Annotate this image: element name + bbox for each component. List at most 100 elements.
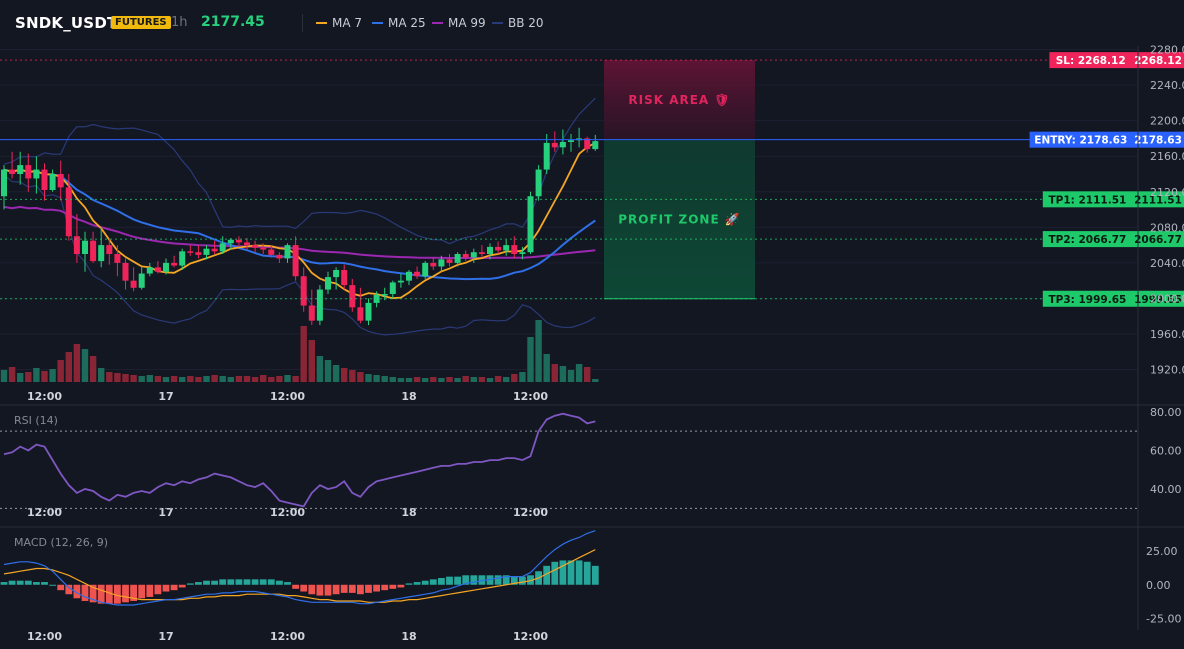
bb-upper-line: [3, 97, 596, 245]
volume-bar: [130, 375, 137, 382]
macd-time-label: 18: [401, 630, 416, 643]
candle-body: [584, 138, 591, 150]
candle-body: [25, 165, 32, 179]
ma7-line: [3, 142, 596, 300]
volume-bar: [592, 379, 599, 382]
macd-histogram-bar: [373, 584, 380, 592]
volume-bar: [575, 364, 583, 382]
trade-levels: SL: 2268.12 2268.12 ENTRY: 2178.63 2178.63 T…: [0, 52, 1184, 307]
macd-histogram-bar: [130, 584, 137, 601]
candle-body: [195, 252, 202, 255]
volume-bar: [551, 364, 558, 382]
macd-histogram-bar: [49, 584, 56, 586]
volume-bar: [170, 376, 178, 382]
candle-body: [284, 245, 291, 259]
rsi-time-label: 18: [401, 506, 416, 519]
volume-bar: [65, 352, 72, 382]
symbol-name[interactable]: SNDK_USDT: [15, 14, 118, 32]
volume-bar: [559, 366, 567, 382]
header-divider: [302, 14, 303, 32]
volume-bar: [235, 376, 243, 382]
candle-body: [308, 305, 315, 321]
price-tick-label: 1920.00: [1150, 364, 1184, 377]
candle-body: [130, 280, 137, 288]
candle-body: [349, 285, 356, 308]
macd-histogram-bar: [146, 584, 154, 597]
tp-price-tag-bg: [1132, 231, 1184, 248]
risk-zone: [604, 60, 755, 140]
volume-bar: [179, 377, 186, 382]
volume-bar: [438, 378, 445, 382]
macd-pane: MACD (12, 26, 9) 25.00 0.00 -25.00: [0, 530, 1181, 626]
tp-tag-label: TP3: 1999.65: [1048, 294, 1126, 306]
macd-histogram-bar: [219, 579, 227, 585]
macd-histogram-bar: [316, 584, 324, 596]
volume-bar: [413, 377, 421, 382]
candle-body: [592, 141, 599, 150]
volume-bar: [324, 360, 332, 382]
volume-bar: [462, 376, 469, 382]
volume-bar: [494, 376, 502, 382]
candle-body: [203, 248, 210, 255]
volume-bar: [332, 365, 340, 382]
volume-bar: [381, 376, 388, 382]
candle-body: [535, 169, 542, 197]
volume-bar: [430, 377, 437, 382]
macd-histogram-bar: [259, 579, 267, 585]
macd-histogram-bar: [381, 584, 389, 591]
volume-bar: [146, 375, 153, 382]
volume-bar: [292, 376, 299, 382]
macd-histogram-bar: [16, 580, 24, 585]
macd-histogram-bar: [567, 560, 575, 585]
candle-body: [414, 271, 421, 277]
macd-histogram-bar: [340, 584, 348, 593]
tp-tag-bg: [1042, 290, 1132, 307]
risk-zone-label: RISK AREA 🛡: [628, 93, 730, 107]
volume-bar: [187, 376, 194, 382]
price-tick-label: 2200.00: [1150, 115, 1184, 128]
moving-averages: [3, 142, 596, 300]
macd-histogram-bar: [583, 561, 591, 585]
price-time-label: 12:00: [513, 390, 548, 403]
timeframe-selector[interactable]: 1h: [171, 15, 188, 30]
candle-body: [211, 248, 218, 252]
legend-bb20-label: BB 20: [508, 16, 544, 30]
candle-body: [41, 169, 48, 190]
candle-body: [438, 259, 445, 267]
candle-body: [389, 282, 396, 294]
macd-histogram-bar: [365, 584, 372, 593]
macd-histogram-bar: [81, 584, 89, 601]
macd-histogram-bar: [429, 579, 437, 585]
macd-histogram-bar: [8, 580, 16, 585]
legend-ma99[interactable]: MA 99: [432, 16, 486, 30]
macd-histogram-bar: [470, 575, 478, 585]
macd-time-label: 17: [158, 630, 173, 643]
volume-bar: [138, 376, 145, 382]
candle-body: [179, 251, 186, 266]
ma25-swatch: [372, 21, 383, 24]
sl-tag-label: SL: 2268.12: [1056, 55, 1126, 67]
macd-histogram-bar: [308, 584, 316, 595]
volume-bar: [503, 377, 510, 382]
rsi-tick-label: 80.00: [1150, 406, 1182, 419]
volume-bar: [162, 377, 170, 382]
volume-bar: [49, 369, 56, 382]
candle-body: [292, 245, 299, 277]
volume-bar: [154, 376, 162, 382]
tp-price-tag-bg: [1132, 191, 1184, 208]
candle-body: [478, 252, 485, 254]
bollinger-bands: [3, 97, 596, 336]
legend-ma25[interactable]: MA 25: [372, 16, 426, 30]
price-time-label: 12:00: [270, 390, 305, 403]
futures-badge: FUTURES: [111, 16, 171, 29]
trade-zones: RISK AREA 🛡 PROFIT ZONE 🚀: [604, 60, 755, 300]
volume-bar: [422, 378, 429, 382]
volume-bar: [211, 375, 218, 382]
legend-bb20[interactable]: BB 20: [492, 16, 544, 30]
legend-ma7[interactable]: MA 7: [316, 16, 362, 30]
macd-histogram-bar: [73, 584, 81, 599]
candle-body: [276, 254, 283, 259]
rsi-time-label: 12:00: [513, 506, 548, 519]
macd-histogram-bar: [33, 582, 40, 585]
